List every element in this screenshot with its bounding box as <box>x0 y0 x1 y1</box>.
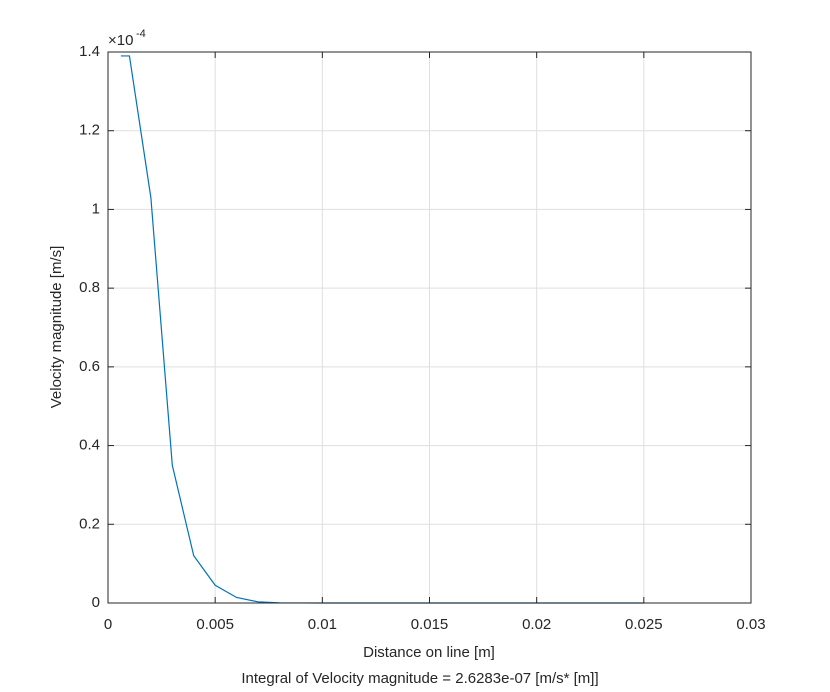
x-tick-label: 0 <box>104 616 112 633</box>
x-tick-label: 0.03 <box>736 616 765 633</box>
x-tick-label: 0.015 <box>411 616 449 633</box>
y-exponent: -4 <box>136 28 146 40</box>
note: Integral of Velocity magnitude = 2.6283e… <box>241 670 598 687</box>
y-exponent-base: ×10 <box>108 32 133 49</box>
x-tick-label: 0.02 <box>522 616 551 633</box>
y-tick-label: 0.4 <box>79 437 100 454</box>
x-axis-label: Distance on line [m] <box>363 644 495 661</box>
y-tick-label: 1 <box>92 200 100 217</box>
grid <box>107 51 752 604</box>
y-tick-label: 1.2 <box>79 122 100 139</box>
y-tick-label: 0 <box>92 594 100 611</box>
y-tick-label: 0.6 <box>79 358 100 375</box>
y-tick-label: 1.4 <box>79 43 100 60</box>
x-tick-label: 0.01 <box>308 616 337 633</box>
x-tick-label: 0.005 <box>196 616 234 633</box>
y-tick-label: 0.8 <box>79 279 100 296</box>
x-tick-label: 0.025 <box>625 616 663 633</box>
y-tick-label: 0.2 <box>79 515 100 532</box>
y-axis-label: Velocity magnitude [m/s] <box>48 246 65 409</box>
